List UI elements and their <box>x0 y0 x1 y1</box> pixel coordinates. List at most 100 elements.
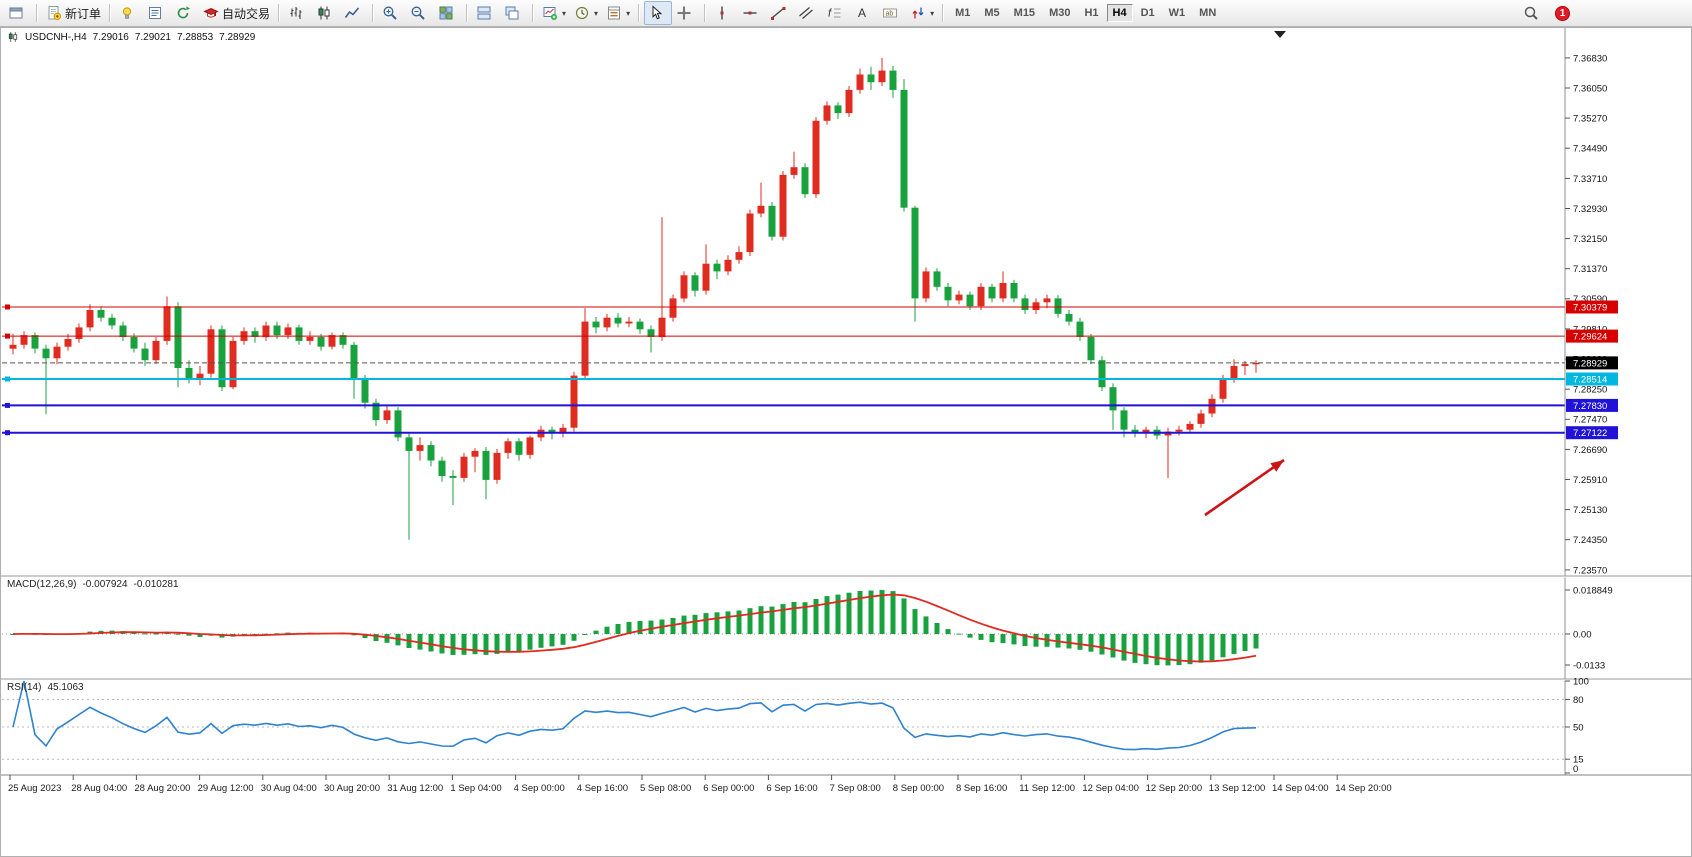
svg-text:7.24350: 7.24350 <box>1573 535 1607 546</box>
arrows-icon[interactable]: ▾ <box>906 1 938 25</box>
search-button[interactable] <box>1519 1 1547 25</box>
cursor-icon[interactable] <box>644 1 673 25</box>
macd-scale: 0.018849 0.00 -0.0133 <box>1565 585 1613 671</box>
line-handle[interactable] <box>5 304 10 310</box>
timeframe-mn-button[interactable]: MN <box>1199 7 1217 19</box>
svg-text:7.31370: 7.31370 <box>1573 264 1607 275</box>
cascade-windows-icon[interactable] <box>500 1 528 25</box>
macd-name: MACD(12,26,9) <box>7 579 77 590</box>
toolbar-separator <box>532 4 535 22</box>
chart-symbol-period: USDCNH-,H4 <box>25 31 87 43</box>
horizontal-line-icon[interactable] <box>738 1 766 25</box>
auto-arrange-icon[interactable] <box>472 1 500 25</box>
line-handle[interactable] <box>5 333 10 339</box>
timeframe-m30-button[interactable]: M30 <box>1049 7 1071 19</box>
auto-trading-button-label: 自动交易 <box>222 6 271 21</box>
timeframe-d1-button[interactable]: D1 <box>1140 7 1155 19</box>
svg-text:7.33710: 7.33710 <box>1573 174 1607 185</box>
trendline-icon[interactable] <box>766 1 794 25</box>
time-axis-labels: 25 Aug 2023 28 Aug 04:00 28 Aug 20:00 29 Au… <box>8 775 1392 794</box>
tile-windows-icon[interactable] <box>434 1 462 25</box>
svg-text:7.30590: 7.30590 <box>1573 294 1607 305</box>
svg-text:11 Sep 12:00: 11 Sep 12:00 <box>1019 783 1075 794</box>
toolbar-separator <box>942 4 945 22</box>
line-handle[interactable] <box>5 402 10 408</box>
svg-text:7.25910: 7.25910 <box>1573 475 1607 486</box>
crosshair-icon[interactable] <box>672 1 700 25</box>
svg-text:7 Sep 08:00: 7 Sep 08:00 <box>830 783 881 794</box>
macd-signal-line <box>12 593 1257 663</box>
timeframe-m1-button[interactable]: M1 <box>955 7 971 19</box>
svg-text:7.27122: 7.27122 <box>1573 428 1607 439</box>
caret-down-icon: ▾ <box>626 8 631 18</box>
chart-shift-marker[interactable] <box>1274 31 1286 38</box>
new-order-button[interactable]: 新订单 <box>42 1 105 25</box>
svg-text:100: 100 <box>1573 676 1589 687</box>
market-watch-icon[interactable] <box>115 1 143 25</box>
svg-text:12 Sep 04:00: 12 Sep 04:00 <box>1082 783 1139 794</box>
trend-arrow-head <box>1270 460 1284 472</box>
ohlc-close: 7.28929 <box>219 31 256 43</box>
svg-text:4 Sep 00:00: 4 Sep 00:00 <box>514 783 565 794</box>
zoom-in-icon[interactable] <box>378 1 406 25</box>
line-handle[interactable] <box>5 430 10 436</box>
macd-main-value: -0.007924 <box>82 579 128 590</box>
fibonacci-icon[interactable] <box>822 1 850 25</box>
timeframe-m15-button[interactable]: M15 <box>1013 7 1036 19</box>
svg-text:30 Aug 04:00: 30 Aug 04:00 <box>261 783 317 794</box>
refresh-icon[interactable] <box>171 1 199 25</box>
line-handle[interactable] <box>5 376 10 382</box>
ohlc-open: 7.29016 <box>92 31 129 43</box>
vertical-line-icon[interactable] <box>710 1 738 25</box>
svg-text:4 Sep 16:00: 4 Sep 16:00 <box>577 783 628 794</box>
notification-badge[interactable]: 1 <box>1555 5 1570 21</box>
chart-canvas[interactable]: 7.36830 7.36050 7.35270 7.34490 7.33710 7.329… <box>0 27 1692 857</box>
bar-chart-icon[interactable] <box>284 1 312 25</box>
timeframe-h4-button[interactable]: H4 <box>1106 4 1133 22</box>
chart-window-icon[interactable] <box>4 1 32 25</box>
toolbar-separator <box>372 4 375 22</box>
periods-icon <box>574 5 590 21</box>
svg-text:28 Aug 04:00: 28 Aug 04:00 <box>71 783 127 794</box>
svg-text:6 Sep 16:00: 6 Sep 16:00 <box>766 783 817 794</box>
rsi-line <box>12 680 1257 751</box>
candlestick-chart-icon[interactable] <box>312 1 340 25</box>
svg-text:7.26690: 7.26690 <box>1573 445 1607 456</box>
new-chart-button[interactable]: ▾ <box>538 1 570 25</box>
toolbar-separator <box>704 4 707 22</box>
periods-button[interactable]: ▾ <box>570 1 602 25</box>
svg-text:7.32930: 7.32930 <box>1573 204 1607 215</box>
data-window-icon[interactable] <box>143 1 171 25</box>
timeframe-h1-button[interactable]: H1 <box>1084 7 1099 19</box>
new-order-button-label: 新订单 <box>65 6 102 21</box>
ohlc-high: 7.29021 <box>134 31 171 43</box>
toolbar-separator <box>278 4 281 22</box>
chart-background <box>0 27 1692 857</box>
rsi-name: RSI(14) <box>7 682 42 693</box>
svg-text:14 Sep 20:00: 14 Sep 20:00 <box>1335 783 1392 794</box>
templates-button[interactable]: ▾ <box>602 1 634 25</box>
timeframe-m5-button[interactable]: M5 <box>984 7 1000 19</box>
equidistant-channel-icon[interactable] <box>794 1 822 25</box>
price-badges: 7.30379 7.29624 7.28514 7.27830 7.27122 7.289… <box>1566 300 1618 440</box>
rsi-scale: 100 80 50 150 <box>2 676 1589 775</box>
auto-trading-icon <box>203 5 219 21</box>
timeframe-w1-button[interactable]: W1 <box>1168 7 1186 19</box>
templates-icon <box>606 5 622 21</box>
auto-trading-button[interactable]: 自动交易 <box>199 1 274 25</box>
line-chart-icon[interactable] <box>340 1 368 25</box>
chart-ohlc-header: USDCNH-,H4 7.29016 7.29021 7.28853 7.289… <box>7 31 255 43</box>
macd-signal-value: -0.010281 <box>133 579 179 590</box>
text-icon[interactable] <box>850 1 878 25</box>
price-lines[interactable] <box>2 304 1565 436</box>
rsi-indicator-label: RSI(14) 45.1063 <box>7 682 84 693</box>
svg-text:12 Sep 20:00: 12 Sep 20:00 <box>1146 783 1203 794</box>
svg-text:7.25130: 7.25130 <box>1573 505 1607 516</box>
label-icon[interactable] <box>878 1 906 25</box>
svg-text:8 Sep 16:00: 8 Sep 16:00 <box>956 783 1007 794</box>
trend-arrow[interactable] <box>1204 458 1285 517</box>
svg-text:7.28514: 7.28514 <box>1573 374 1607 385</box>
svg-text:7.36830: 7.36830 <box>1573 53 1607 64</box>
svg-text:15: 15 <box>1573 755 1584 766</box>
zoom-out-icon[interactable] <box>406 1 434 25</box>
